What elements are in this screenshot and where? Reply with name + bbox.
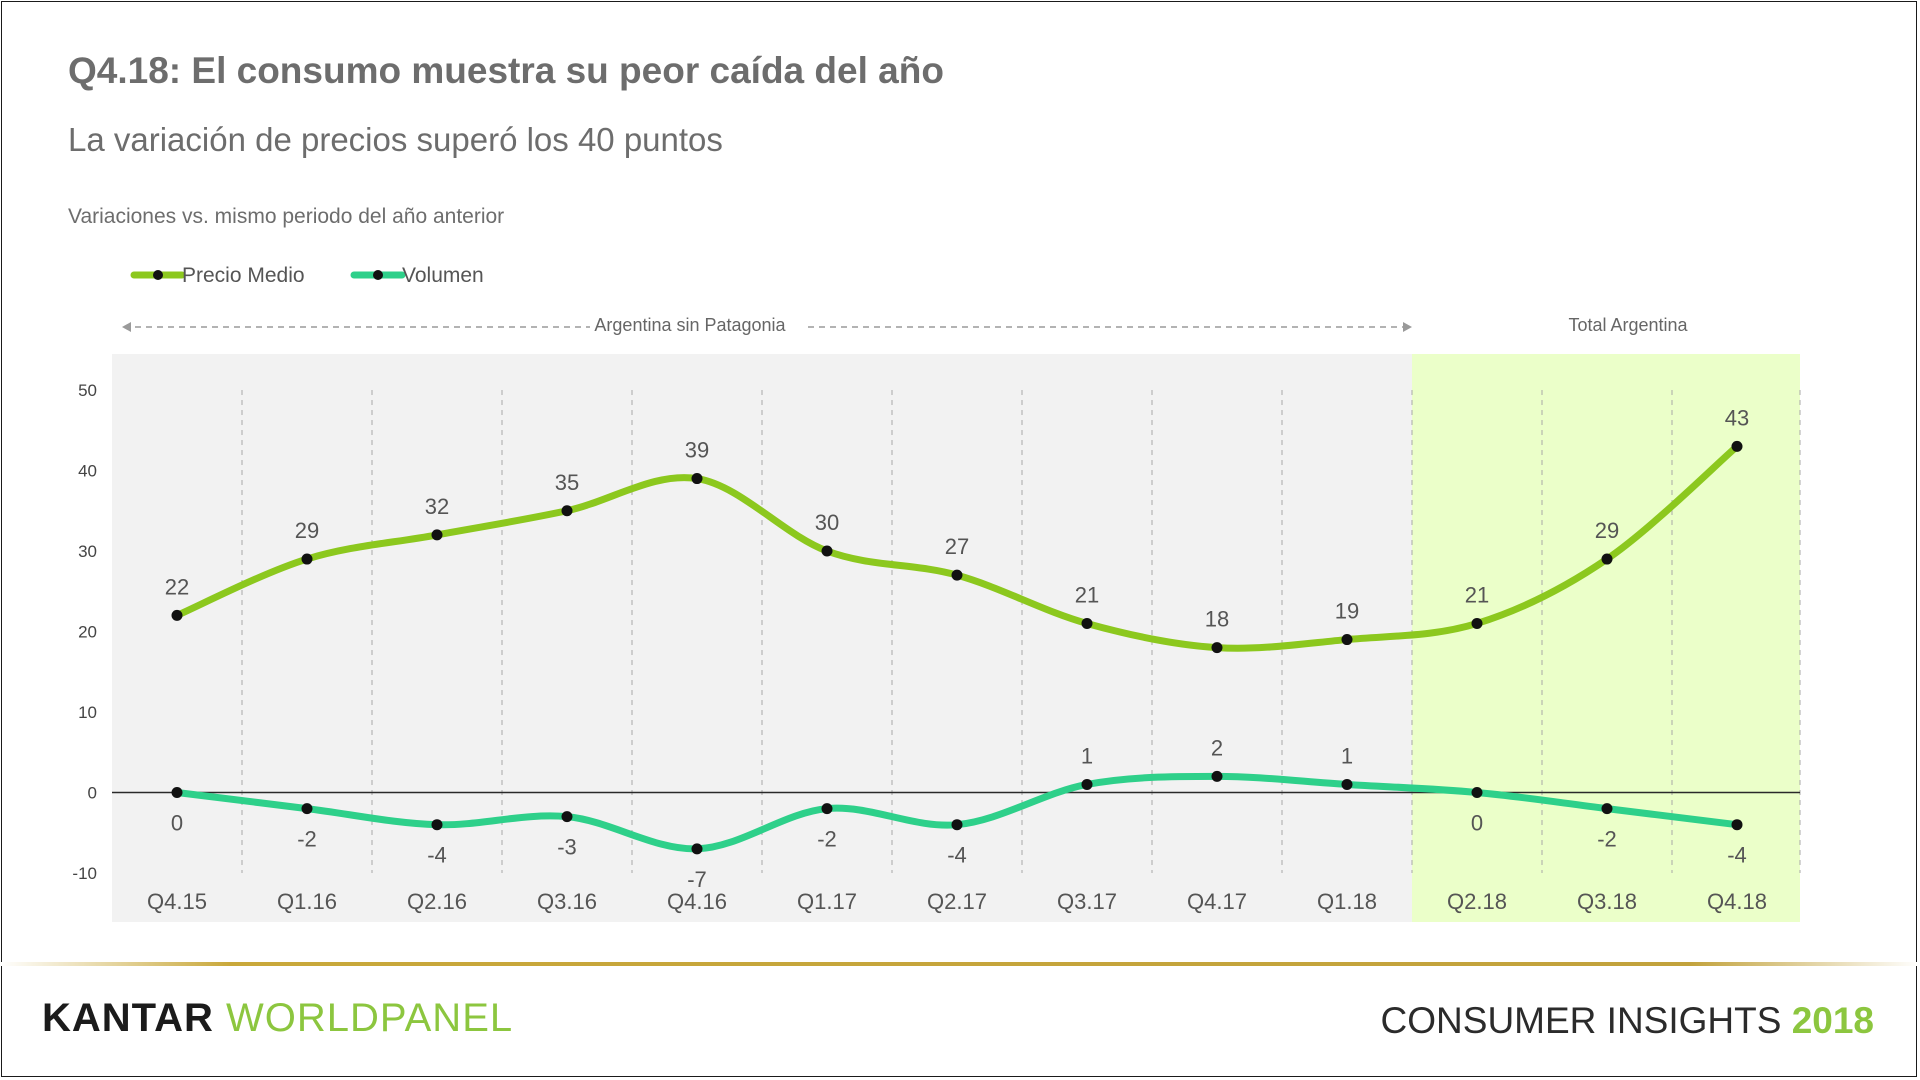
x-tick-label: Q2.17 bbox=[927, 889, 987, 914]
legend-swatch-marker bbox=[153, 270, 163, 280]
data-point-volumen bbox=[1601, 803, 1613, 815]
y-tick-label: 50 bbox=[78, 381, 97, 400]
data-label-precio-medio: 29 bbox=[295, 518, 319, 543]
footer-divider bbox=[0, 962, 1920, 966]
y-tick-label: 40 bbox=[78, 462, 97, 481]
brand-secondary: WORLDPANEL bbox=[226, 996, 514, 1040]
legend-label: Volumen bbox=[402, 264, 484, 287]
data-point-precio-medio bbox=[171, 609, 183, 621]
y-tick-label: 10 bbox=[78, 703, 97, 722]
data-label-precio-medio: 43 bbox=[1725, 405, 1749, 430]
data-point-precio-medio bbox=[951, 569, 963, 581]
data-label-precio-medio: 18 bbox=[1205, 607, 1229, 632]
x-tick-label: Q3.17 bbox=[1057, 889, 1117, 914]
y-tick-label: 0 bbox=[88, 784, 97, 803]
data-label-precio-medio: 21 bbox=[1075, 582, 1099, 607]
data-point-volumen bbox=[1081, 778, 1093, 790]
data-label-volumen: 0 bbox=[171, 811, 183, 836]
data-point-precio-medio bbox=[1211, 642, 1223, 654]
data-point-volumen bbox=[691, 843, 703, 855]
data-point-precio-medio bbox=[431, 529, 443, 541]
x-tick-label: Q4.15 bbox=[147, 889, 207, 914]
y-tick-label: 20 bbox=[78, 623, 97, 642]
data-label-volumen: -2 bbox=[1597, 827, 1617, 852]
x-tick-label: Q1.17 bbox=[797, 889, 857, 914]
data-label-volumen: -2 bbox=[297, 827, 317, 852]
data-label-precio-medio: 19 bbox=[1335, 599, 1359, 624]
data-label-volumen: -2 bbox=[817, 827, 837, 852]
data-label-precio-medio: 35 bbox=[555, 470, 579, 495]
data-point-volumen bbox=[821, 803, 833, 815]
data-label-volumen: 1 bbox=[1081, 743, 1093, 768]
data-point-precio-medio bbox=[1601, 553, 1613, 565]
data-label-volumen: -4 bbox=[1727, 843, 1747, 868]
data-label-volumen: -7 bbox=[687, 867, 707, 892]
y-tick-label: 30 bbox=[78, 542, 97, 561]
tagline-year: 2018 bbox=[1791, 1000, 1874, 1041]
data-label-volumen: -4 bbox=[947, 843, 967, 868]
data-label-volumen: -4 bbox=[427, 843, 447, 868]
page-subtitle: La variación de precios superó los 40 pu… bbox=[68, 121, 723, 158]
x-tick-label: Q1.16 bbox=[277, 889, 337, 914]
data-point-volumen bbox=[301, 803, 313, 815]
x-tick-label: Q2.18 bbox=[1447, 889, 1507, 914]
data-label-precio-medio: 32 bbox=[425, 494, 449, 519]
y-tick-label: -10 bbox=[72, 864, 97, 883]
data-point-volumen bbox=[561, 811, 573, 823]
data-point-precio-medio bbox=[561, 505, 573, 517]
x-tick-label: Q4.18 bbox=[1707, 889, 1767, 914]
data-point-precio-medio bbox=[821, 545, 833, 557]
data-point-precio-medio bbox=[301, 553, 313, 565]
data-label-precio-medio: 27 bbox=[945, 534, 969, 559]
data-label-precio-medio: 39 bbox=[685, 438, 709, 463]
page-title: Q4.18: El consumo muestra su peor caída … bbox=[68, 50, 944, 91]
data-label-precio-medio: 22 bbox=[165, 574, 189, 599]
footer-tagline: CONSUMER INSIGHTS 2018 bbox=[1381, 1000, 1874, 1042]
data-point-volumen bbox=[1471, 787, 1483, 798]
data-label-precio-medio: 29 bbox=[1595, 518, 1619, 543]
x-tick-label: Q4.17 bbox=[1187, 889, 1247, 914]
region-arrow-head-right bbox=[1403, 322, 1412, 332]
data-point-precio-medio bbox=[691, 473, 703, 485]
data-point-precio-medio bbox=[1081, 617, 1093, 629]
data-point-volumen bbox=[1211, 770, 1223, 782]
data-label-volumen: 0 bbox=[1471, 811, 1483, 836]
brand-main: KANTAR bbox=[42, 996, 214, 1040]
data-point-volumen bbox=[1731, 819, 1743, 831]
x-tick-label: Q4.16 bbox=[667, 889, 727, 914]
brand-logo: KANTAR WORLDPANEL bbox=[42, 996, 513, 1041]
data-point-volumen bbox=[431, 819, 443, 831]
legend-label: Precio Medio bbox=[182, 264, 305, 287]
region-label-total-argentina: Total Argentina bbox=[1568, 315, 1688, 335]
x-tick-label: Q3.18 bbox=[1577, 889, 1637, 914]
data-label-precio-medio: 30 bbox=[815, 510, 839, 535]
data-label-precio-medio: 21 bbox=[1465, 582, 1489, 607]
x-tick-label: Q3.16 bbox=[537, 889, 597, 914]
data-point-volumen bbox=[951, 819, 963, 831]
data-point-volumen bbox=[171, 787, 183, 798]
x-tick-label: Q1.18 bbox=[1317, 889, 1377, 914]
legend-swatch-marker bbox=[373, 270, 383, 280]
data-label-volumen: 2 bbox=[1211, 735, 1223, 760]
region-label-argentina-sin-patagonia: Argentina sin Patagonia bbox=[594, 315, 786, 335]
data-point-precio-medio bbox=[1471, 617, 1483, 629]
data-label-volumen: 1 bbox=[1341, 743, 1353, 768]
data-point-precio-medio bbox=[1341, 634, 1353, 646]
tagline-text: CONSUMER INSIGHTS bbox=[1380, 1000, 1782, 1041]
chart-note: Variaciones vs. mismo periodo del año an… bbox=[68, 205, 505, 228]
region-arrow-head-left bbox=[122, 322, 131, 332]
x-tick-label: Q2.16 bbox=[407, 889, 467, 914]
data-label-volumen: -3 bbox=[557, 835, 577, 860]
data-point-volumen bbox=[1341, 778, 1353, 790]
data-point-precio-medio bbox=[1731, 440, 1743, 452]
